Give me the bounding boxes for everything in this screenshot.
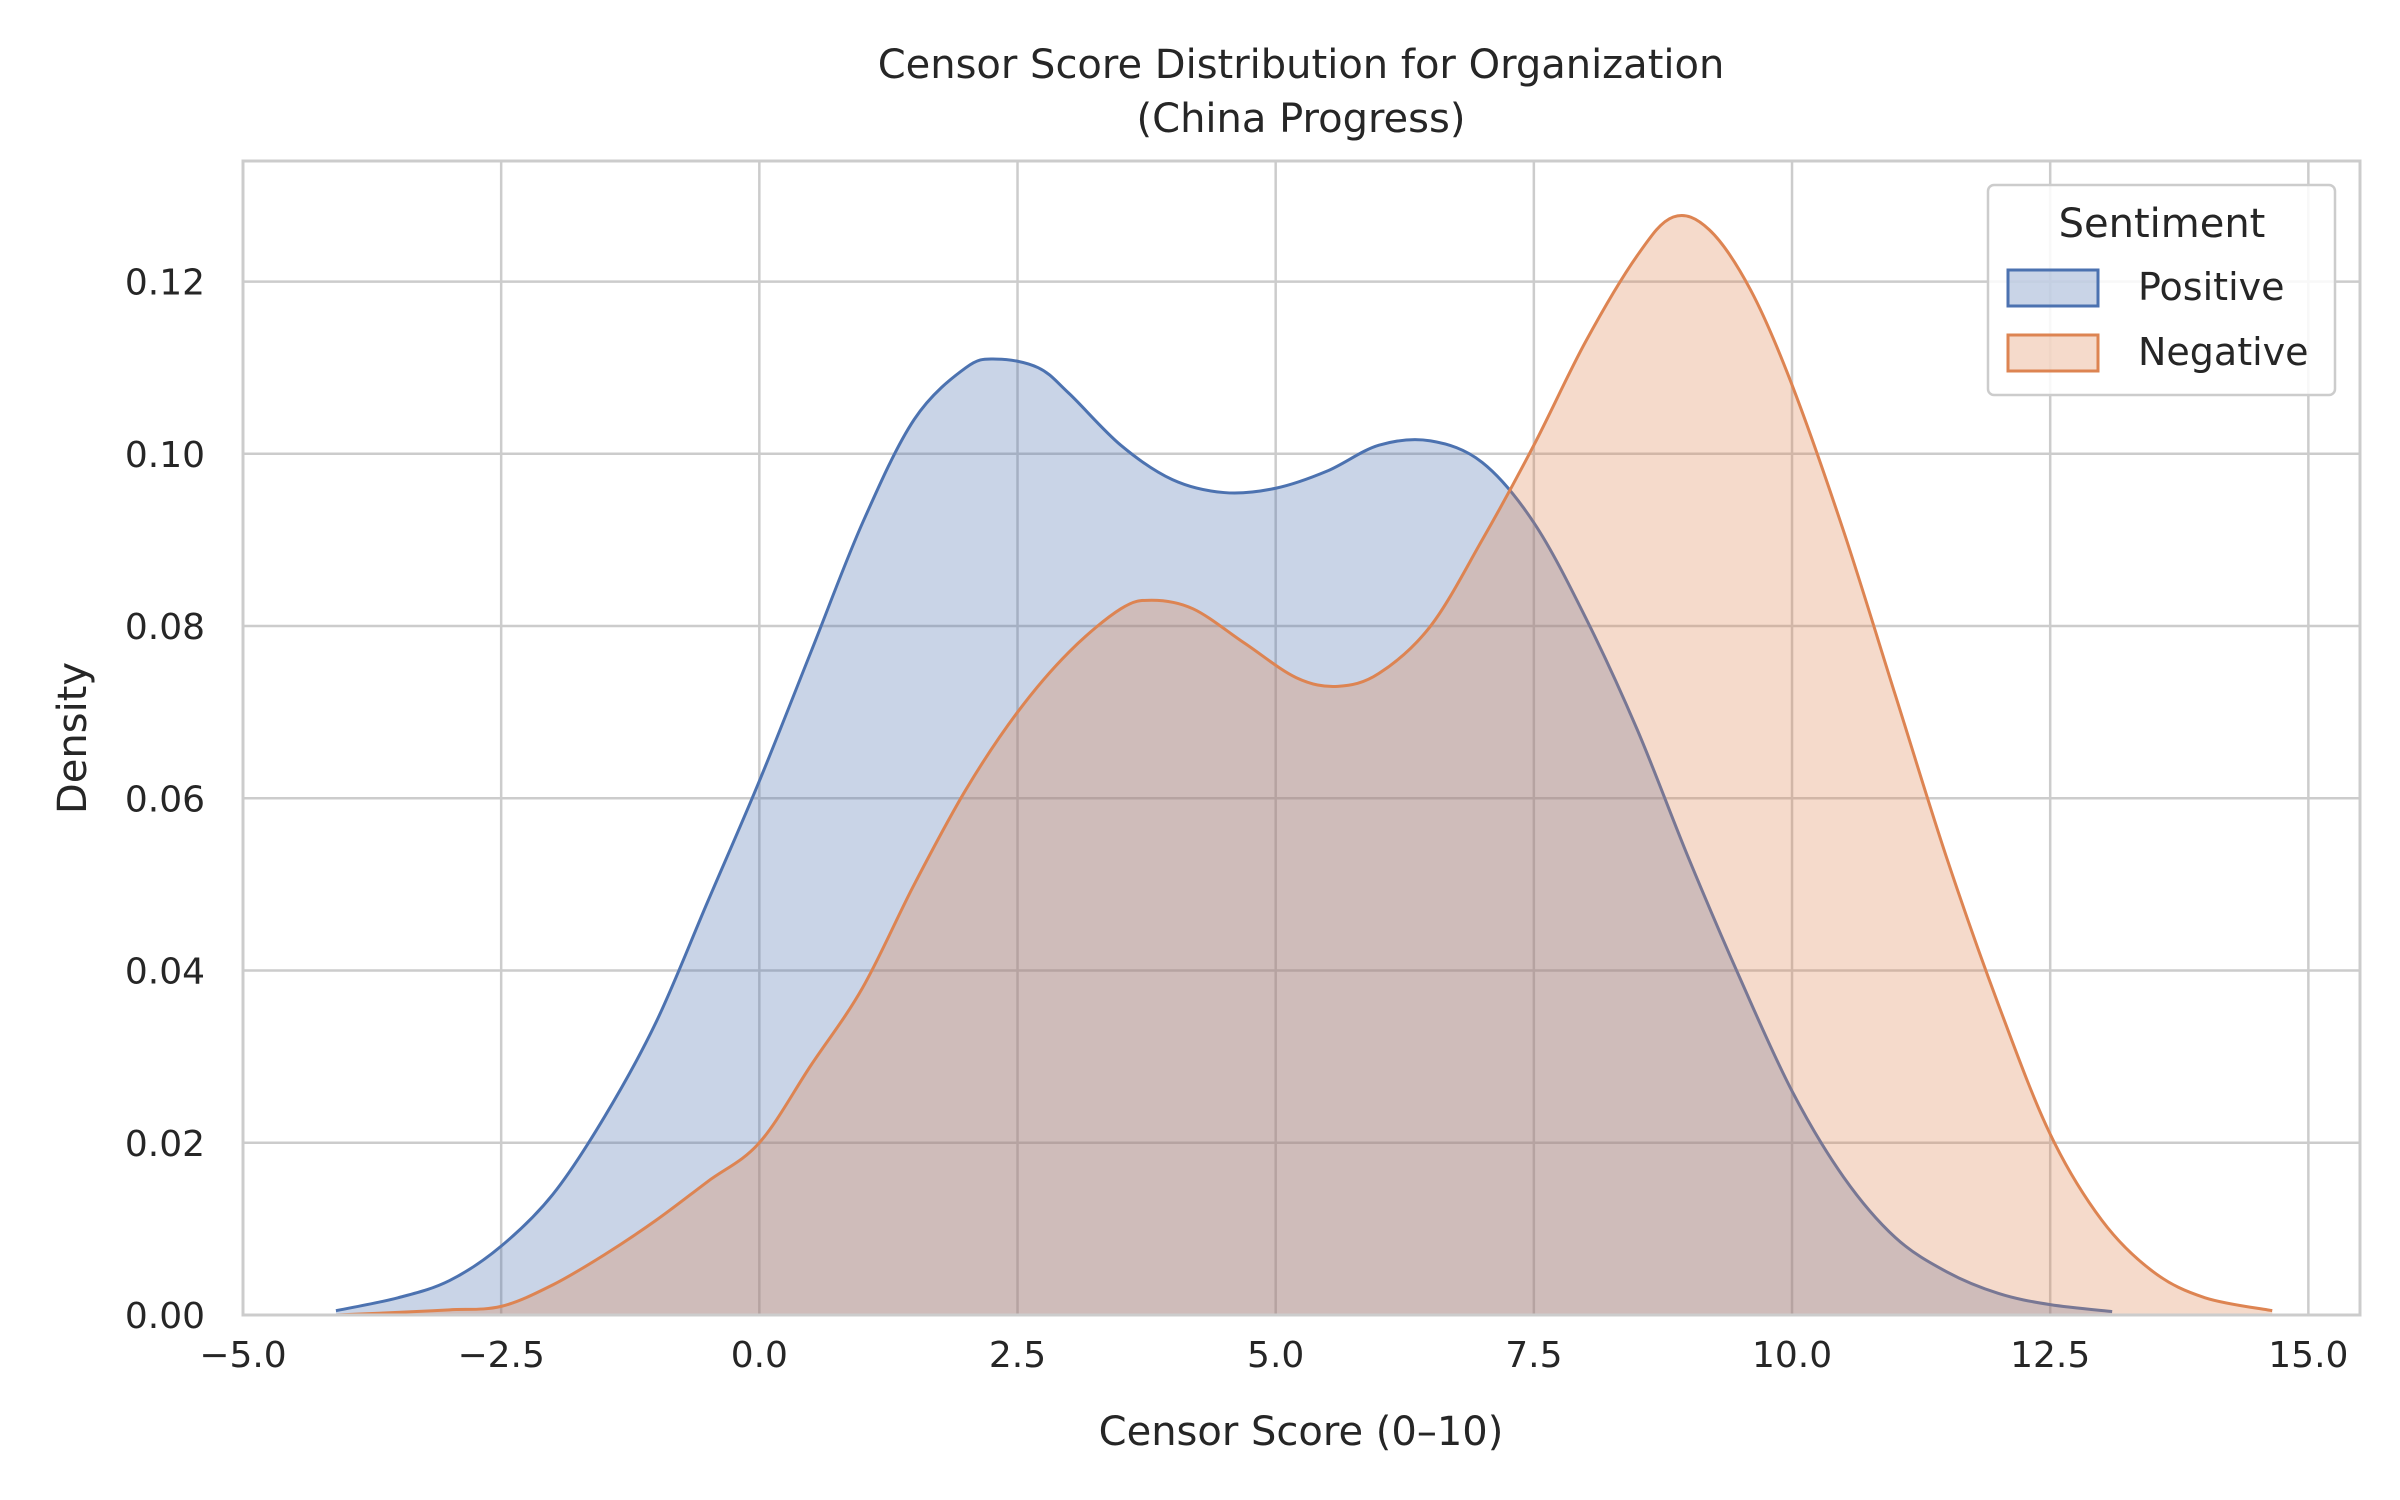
density-fill-positive: [335, 359, 2113, 1315]
legend-label-negative: Negative: [2138, 330, 2309, 374]
legend-swatch-negative: [2006, 333, 2100, 373]
y-tick-labels: 0.00 0.02 0.04 0.06 0.08 0.10 0.12: [125, 263, 205, 1337]
y-tick-label: 0.02: [125, 1124, 205, 1165]
legend-label-positive: Positive: [2138, 265, 2285, 309]
density-areas: [335, 213, 2273, 1317]
y-axis-label: Density: [50, 662, 96, 814]
x-tick-label: 2.5: [989, 1335, 1046, 1376]
x-tick-label: 10.0: [1752, 1335, 1832, 1376]
x-tick-label: 5.0: [1247, 1335, 1304, 1376]
chart-title-line2: (China Progress): [1137, 96, 1466, 142]
y-tick-label: 0.10: [125, 435, 205, 476]
x-tick-label: 7.5: [1505, 1335, 1562, 1376]
x-tick-label: 15.0: [2268, 1335, 2348, 1376]
x-tick-label: −2.5: [457, 1335, 544, 1376]
chart-title-line1: Censor Score Distribution for Organizati…: [878, 42, 1725, 88]
x-axis-label: Censor Score (0–10): [1099, 1409, 1504, 1455]
y-tick-label: 0.12: [125, 263, 205, 304]
plot-frame: [241, 159, 2362, 1317]
chart-title: Censor Score Distribution for Organizati…: [878, 42, 1725, 142]
legend-box: [1986, 183, 2337, 397]
x-tick-label: 0.0: [731, 1335, 788, 1376]
legend-swatch-positive: [2006, 268, 2100, 308]
legend: Sentiment Positive Negative: [1986, 183, 2337, 397]
y-tick-label: 0.08: [125, 607, 205, 648]
x-tick-label: 12.5: [2010, 1335, 2090, 1376]
x-tick-label: −5.0: [199, 1335, 286, 1376]
legend-items: Positive Negative: [2006, 265, 2309, 374]
density-fill-negative: [335, 215, 2273, 1316]
legend-title: Sentiment: [2059, 201, 2266, 247]
y-tick-label: 0.04: [125, 952, 205, 993]
x-tick-labels: −5.0 −2.5 0.0 2.5 5.0 7.5 10.0 12.5 15.0: [199, 1335, 2348, 1376]
density-line-positive: [335, 357, 2113, 1314]
y-tick-label: 0.00: [125, 1296, 205, 1337]
y-tick-label: 0.06: [125, 779, 205, 820]
density-line-negative: [335, 213, 2273, 1317]
